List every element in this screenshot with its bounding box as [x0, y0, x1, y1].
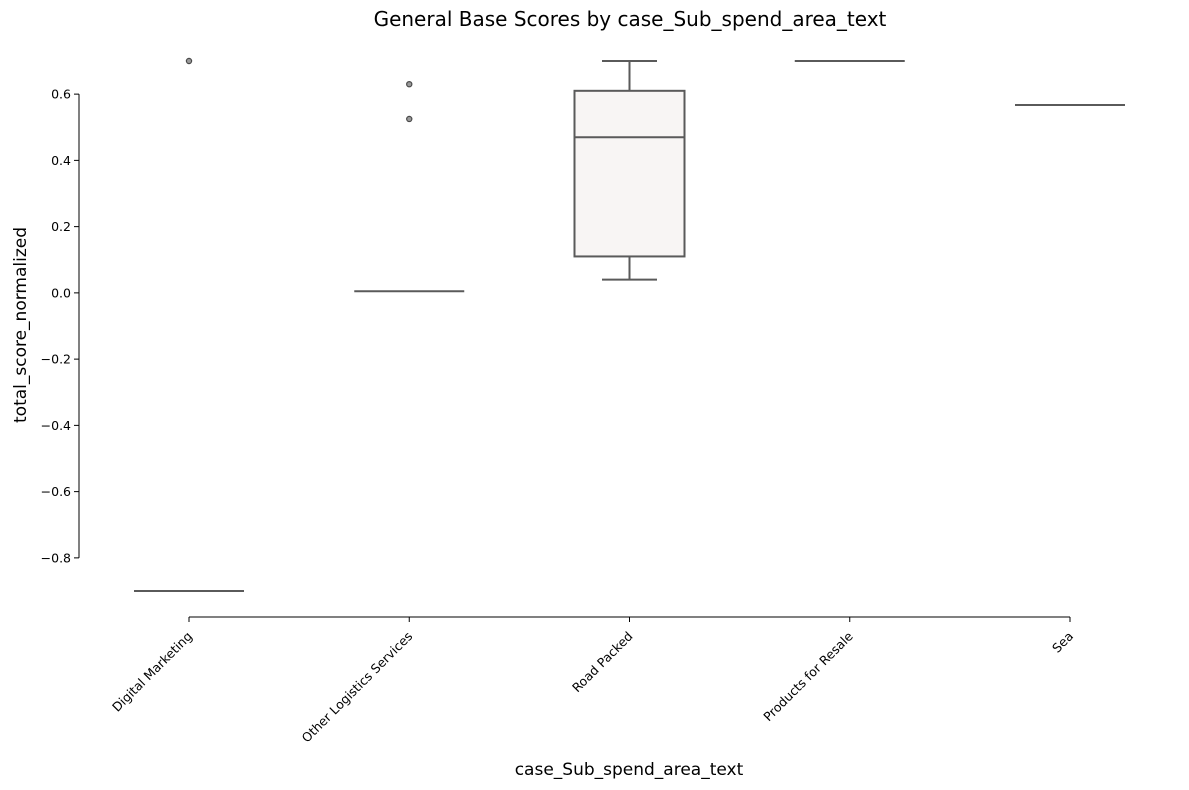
box-group — [354, 80, 465, 293]
x-tick-label: Sea — [1049, 629, 1076, 656]
x-tick-label: Products for Resale — [760, 628, 856, 724]
box-group — [573, 60, 686, 281]
y-tick-label: 0.4 — [51, 153, 71, 168]
y-axis-label: total_score_normalized — [11, 227, 31, 423]
y-tick-label: −0.4 — [41, 418, 71, 433]
x-tick-label: Digital Marketing — [109, 629, 195, 715]
x-tick-label: Road Packed — [569, 629, 636, 696]
y-tick-label: −0.6 — [41, 484, 71, 499]
x-axis: Digital Marketing Other Logistics Service… — [109, 616, 1076, 746]
outlier-point — [185, 57, 193, 65]
y-axis: 0.6 0.4 0.2 0.0 −0.2 −0.4 −0.6 −0.8 — [41, 87, 80, 565]
outlier-point — [406, 80, 413, 88]
outlier-point — [406, 115, 413, 123]
plot-area — [134, 57, 1125, 592]
y-tick-label: 0.2 — [51, 219, 71, 234]
chart-title: General Base Scores by case_Sub_spend_ar… — [374, 7, 887, 31]
x-tick-label: Other Logistics Services — [299, 629, 416, 746]
y-tick-label: 0.0 — [51, 285, 71, 300]
y-tick-label: −0.2 — [41, 352, 71, 367]
x-axis-label: case_Sub_spend_area_text — [515, 760, 744, 780]
box-iqr — [573, 89, 686, 258]
y-tick-label: −0.8 — [41, 550, 71, 565]
box-group — [134, 57, 244, 592]
y-tick-label: 0.6 — [51, 87, 71, 102]
